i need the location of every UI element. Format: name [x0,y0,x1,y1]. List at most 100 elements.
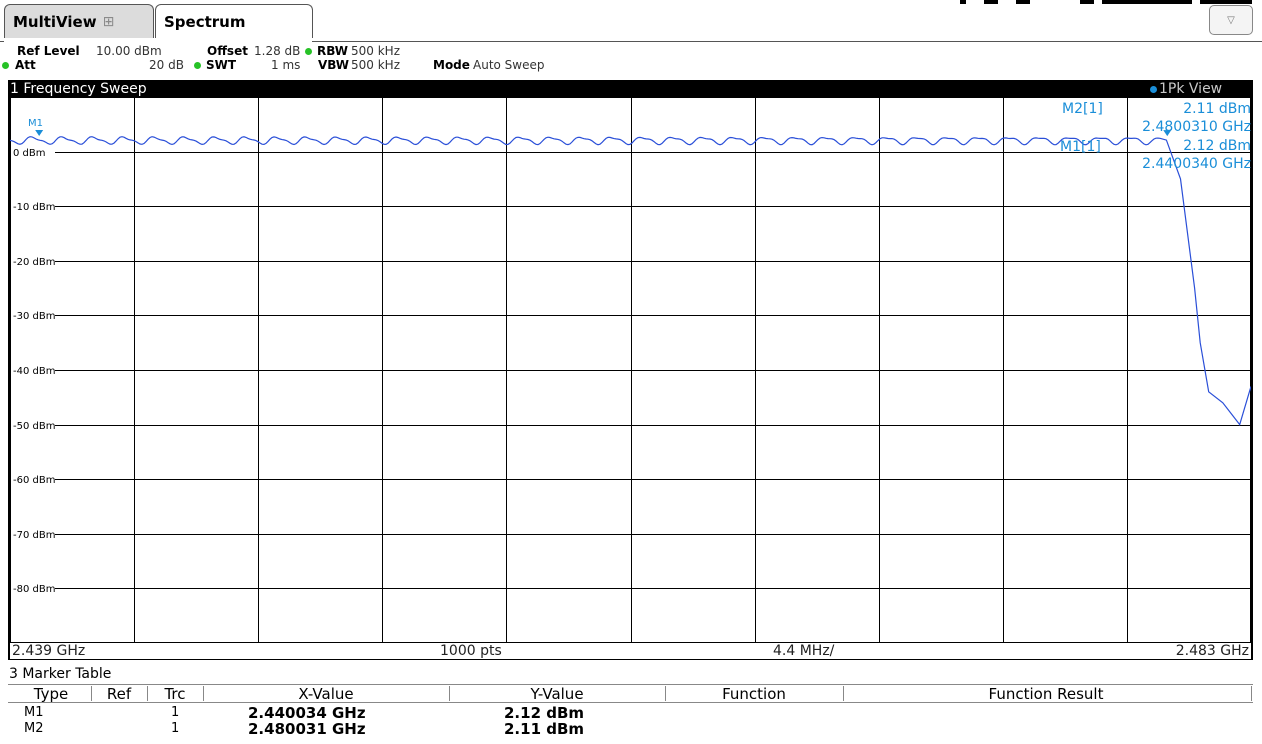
y-axis-label: -70 dBm [13,530,55,541]
y-axis-label: -50 dBm [13,421,55,432]
tab-spectrum[interactable]: Spectrum [155,4,313,38]
y-axis-label: -30 dBm [13,311,55,322]
x-value-cell: 2.480031 GHz [248,720,366,738]
trace-line [10,136,1251,426]
offset-value: 1.28 dB [254,44,301,58]
marker-table-title: 3 Marker Table [9,666,112,682]
y-axis-label-bg [11,527,55,540]
trace-view-indicator: 1Pk View [1150,81,1222,97]
trace-color-icon [1150,85,1157,93]
y-axis-label: -10 dBm [13,202,55,213]
tab-divider [0,41,4,42]
tab-multiview-label: MultiView [13,12,97,31]
x-stop-label: 2.483 GHz [1175,643,1249,659]
marker-m1-flag-label: M1 [28,118,43,129]
rbw-label: RBW [317,44,348,58]
cropped-toolbar-fragment [956,0,1256,4]
marker-triangle [35,130,44,137]
y-axis-label-bg [11,308,55,321]
y-axis-label-bg [11,581,55,594]
att-label: Att [15,58,36,72]
x-axis-info-row: 2.439 GHz 1000 pts 4.4 MHz/ 2.483 GHz [10,643,1251,659]
att-indicator-icon [2,59,12,72]
rbw-value: 500 kHz [351,44,400,58]
marker-type-cell: M2 [24,721,44,736]
trace [10,136,1251,426]
trace-view-label: 1Pk View [1159,81,1223,97]
marker-m1-label: M1[1] [1060,139,1101,155]
marker-table[interactable]: 3 Marker Table Type Ref Trc X-Value Y-Va… [8,662,1253,744]
column-divider [147,686,148,701]
table-row[interactable]: M1 1 2.440034 GHz 2.12 dBm [8,704,1253,722]
y-axis-label: -40 dBm [13,366,55,377]
y-axis-label: -80 dBm [13,584,55,595]
spectrum-chart: 0 dBm -10 dBm -20 dBm -30 dBm -40 dBm -50 dBm… [10,97,1251,643]
vbw-value: 500 kHz [351,58,400,72]
column-header: Trc [164,685,186,703]
y-axis-label-bg [11,145,55,158]
tab-divider [312,41,1262,42]
column-header: X-Value [298,685,354,703]
dropdown-arrow-icon: ▽ [1227,14,1235,26]
column-divider [449,686,450,701]
y-axis-label: -20 dBm [13,257,55,268]
y-axis-label: -60 dBm [13,475,55,486]
y-axis-label-bg [11,199,55,212]
y-axis-label: 0 dBm [13,148,46,159]
column-divider [91,686,92,701]
ref-level-value: 10.00 dBm [96,44,162,58]
span-per-div-label: 4.4 MHz/ [773,643,835,659]
y-value-cell: 2.11 dBm [504,720,585,738]
marker-info-m2: M2[1] 2.11 dBm 2.4800310 GHz M1[1] 2.12 … [1060,101,1251,173]
offset-label: Offset [207,44,248,58]
y-axis-label-bg [11,472,55,485]
column-header: Function Result [988,685,1104,703]
markers [35,130,1172,137]
swt-indicator-icon [194,59,204,72]
window-title: 1 Frequency Sweep [10,81,147,97]
column-divider [843,686,844,701]
dropdown-button[interactable]: ▽ [1209,5,1253,35]
column-header: Ref [106,685,132,703]
column-divider [665,686,666,701]
mode-label: Mode [433,58,470,72]
measurement-settings-bar[interactable]: Ref Level 10.00 dBm Offset 1.28 dB RBW 5… [0,43,1262,80]
tab-bar: MultiView ⊞ Spectrum ▽ [0,0,1262,42]
marker-m1-freq: 2.4400340 GHz [1142,156,1251,172]
marker-m1-level: 2.12 dBm [1183,138,1251,154]
tab-multiview[interactable]: MultiView ⊞ [4,4,154,38]
y-axis-label-bg [11,418,55,431]
y-value-cell: 2.12 dBm [504,704,585,722]
marker-type-cell: M1 [24,705,44,720]
tab-spectrum-label: Spectrum [164,12,246,31]
table-row[interactable]: M2 1 2.480031 GHz 2.11 dBm [8,720,1253,738]
spectrum-plot-area[interactable]: 0 dBm -10 dBm -20 dBm -30 dBm -40 dBm -50 dBm… [10,97,1251,643]
swt-value: 1 ms [271,58,301,72]
column-header: Function [722,685,786,703]
trace-cell: 1 [171,705,180,720]
att-value: 20 dB [149,58,184,72]
marker-m2-label: M2[1] [1062,101,1103,117]
column-header: Y-Value [530,685,584,703]
y-axis-labels: 0 dBm -10 dBm -20 dBm -30 dBm -40 dBm -50 dBm… [11,145,55,595]
trace-cell: 1 [171,721,180,736]
column-divider [1251,686,1252,701]
swt-label: SWT [206,58,237,72]
rbw-indicator-icon [305,45,315,58]
marker-triangle [1163,130,1172,137]
sweep-points-label: 1000 pts [440,643,502,659]
column-divider [203,686,204,701]
x-start-label: 2.439 GHz [12,643,86,659]
marker-table-header: Type Ref Trc X-Value Y-Value Function Fu… [8,684,1253,703]
column-header: Type [33,685,69,703]
mode-value: Auto Sweep [473,58,545,72]
y-axis-label-bg [11,363,55,376]
x-value-cell: 2.440034 GHz [248,704,366,722]
vbw-label: VBW [318,58,350,72]
grid [10,97,1251,643]
marker-m2-level: 2.11 dBm [1183,101,1251,117]
marker-m1-flag[interactable]: M1 [28,119,43,129]
marker-m2-freq: 2.4800310 GHz [1142,119,1251,135]
ref-level-label: Ref Level [17,44,80,58]
y-axis-label-bg [11,254,55,267]
